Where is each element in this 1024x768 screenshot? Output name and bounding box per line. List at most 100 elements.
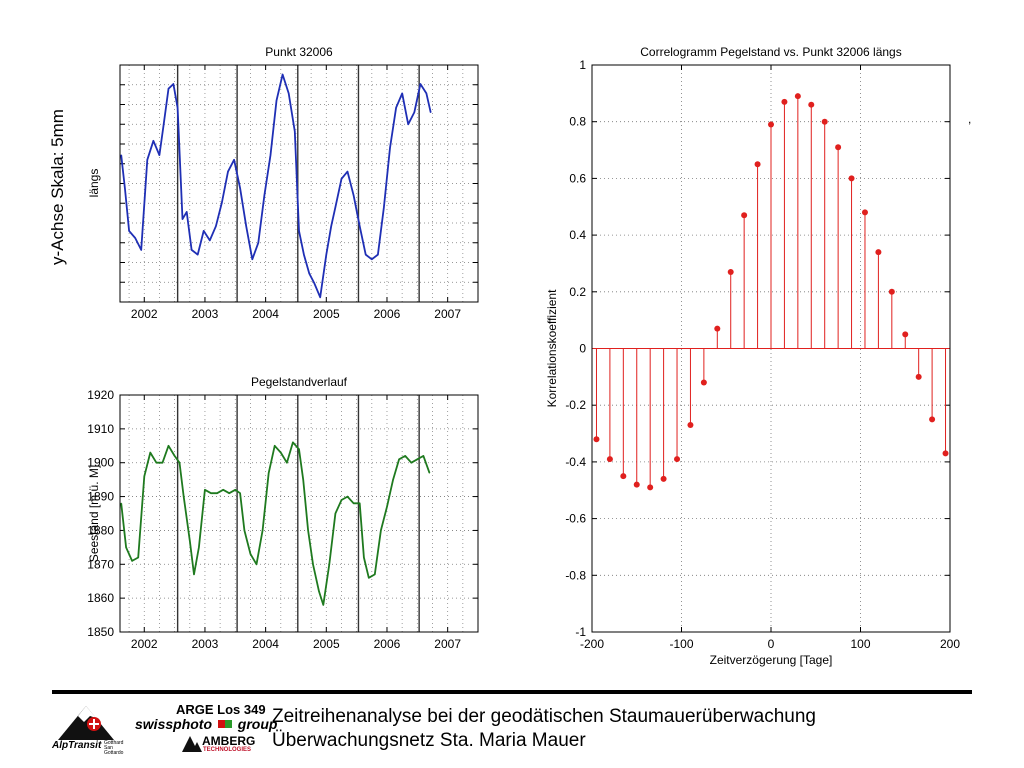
- data-point: [308, 272, 310, 275]
- data-point: [186, 211, 188, 213]
- data-point: [330, 225, 332, 227]
- stem-marker: [660, 475, 667, 482]
- data-point: [334, 512, 337, 515]
- stem-marker: [727, 268, 734, 275]
- data-point: [181, 218, 184, 220]
- data-point: [292, 441, 294, 443]
- data-point: [131, 560, 133, 562]
- data-point: [346, 495, 349, 498]
- data-point: [286, 462, 288, 464]
- y-tick-label: 1860: [87, 591, 114, 605]
- y-tick-label: 1870: [87, 557, 114, 571]
- data-point: [239, 492, 241, 494]
- data-point: [163, 123, 165, 125]
- x-tick-label: 2003: [192, 637, 219, 651]
- data-point: [280, 451, 282, 454]
- data-point: [428, 472, 431, 474]
- data-point: [161, 462, 164, 464]
- alptransit-mountain-icon: [58, 706, 114, 740]
- data-point: [383, 206, 385, 208]
- data-point: [255, 563, 258, 565]
- y-tick-label: 1: [579, 58, 586, 72]
- data-point: [120, 502, 122, 504]
- data-point: [239, 187, 241, 189]
- data-point: [365, 254, 367, 256]
- data-point: [398, 458, 400, 460]
- stem-marker: [861, 209, 868, 216]
- plot-frame: [119, 394, 479, 633]
- data-point: [346, 171, 349, 173]
- y-tick-label: 1900: [87, 456, 114, 470]
- data-point: [128, 230, 130, 232]
- data-point: [368, 577, 370, 579]
- y-tick-label: -0.8: [565, 568, 586, 582]
- data-point: [307, 529, 309, 532]
- data-point: [216, 492, 218, 494]
- y-tick-label: -1: [575, 625, 586, 639]
- stem-marker: [875, 249, 882, 256]
- data-point: [303, 254, 305, 256]
- data-point: [359, 502, 361, 504]
- x-tick-label: -100: [669, 637, 693, 651]
- data-point: [204, 489, 206, 491]
- y-tick-label: 0: [579, 342, 586, 356]
- data-point: [422, 455, 424, 457]
- x-tick-label: 2002: [131, 307, 158, 321]
- data-point: [389, 147, 391, 149]
- data-point: [325, 254, 327, 256]
- chart-title: Punkt 32006: [265, 45, 333, 59]
- data-point: [234, 489, 236, 491]
- data-point: [167, 88, 170, 90]
- data-point: [183, 495, 185, 498]
- stem-marker: [620, 473, 627, 480]
- stem-marker: [633, 481, 640, 488]
- swissphoto-text: swissphoto: [135, 716, 213, 732]
- y-tick-label: 0.6: [569, 171, 586, 185]
- stem-marker: [647, 484, 654, 491]
- stem-marker: [781, 98, 788, 105]
- data-point: [322, 604, 324, 606]
- data-point: [261, 529, 264, 532]
- data-point: [197, 254, 199, 256]
- y-tick-label: -0.2: [565, 398, 586, 412]
- alptransit-label: AlpTransit: [52, 740, 102, 751]
- stem-marker: [754, 161, 761, 168]
- logo-area: [52, 702, 262, 762]
- data-point: [124, 187, 126, 189]
- plot-frame: [591, 64, 951, 633]
- data-point: [374, 573, 376, 576]
- y-tick-label: -0.6: [565, 512, 586, 526]
- data-point: [245, 225, 247, 227]
- data-point: [380, 529, 382, 532]
- x-tick-label: 2007: [434, 307, 461, 321]
- data-point: [158, 154, 161, 156]
- x-tick-label: 2006: [374, 637, 401, 651]
- y-tick-label: 1880: [87, 523, 114, 537]
- stem-marker: [915, 373, 922, 380]
- y-tick-label: 1920: [87, 388, 114, 402]
- data-point: [249, 553, 252, 555]
- data-point: [363, 556, 365, 559]
- data-point: [172, 83, 174, 85]
- data-point: [215, 225, 217, 227]
- data-point: [146, 159, 148, 161]
- data-point: [275, 99, 278, 102]
- data-point: [425, 92, 428, 95]
- data-point: [210, 492, 212, 494]
- y-axis-label: längs: [87, 169, 101, 198]
- data-point: [143, 475, 145, 477]
- stem-marker: [768, 121, 774, 128]
- data-point: [137, 556, 139, 559]
- data-point: [386, 506, 388, 508]
- stem-marker: [888, 288, 895, 295]
- data-point: [407, 123, 409, 125]
- stray-mark: ,: [968, 112, 972, 126]
- data-point: [404, 455, 406, 457]
- x-tick-label: 2005: [313, 307, 340, 321]
- data-point: [340, 178, 343, 180]
- stem-marker: [687, 422, 694, 429]
- data-point: [377, 254, 379, 256]
- data-point: [243, 529, 245, 532]
- data-point: [413, 111, 415, 113]
- footer-divider: [52, 690, 972, 694]
